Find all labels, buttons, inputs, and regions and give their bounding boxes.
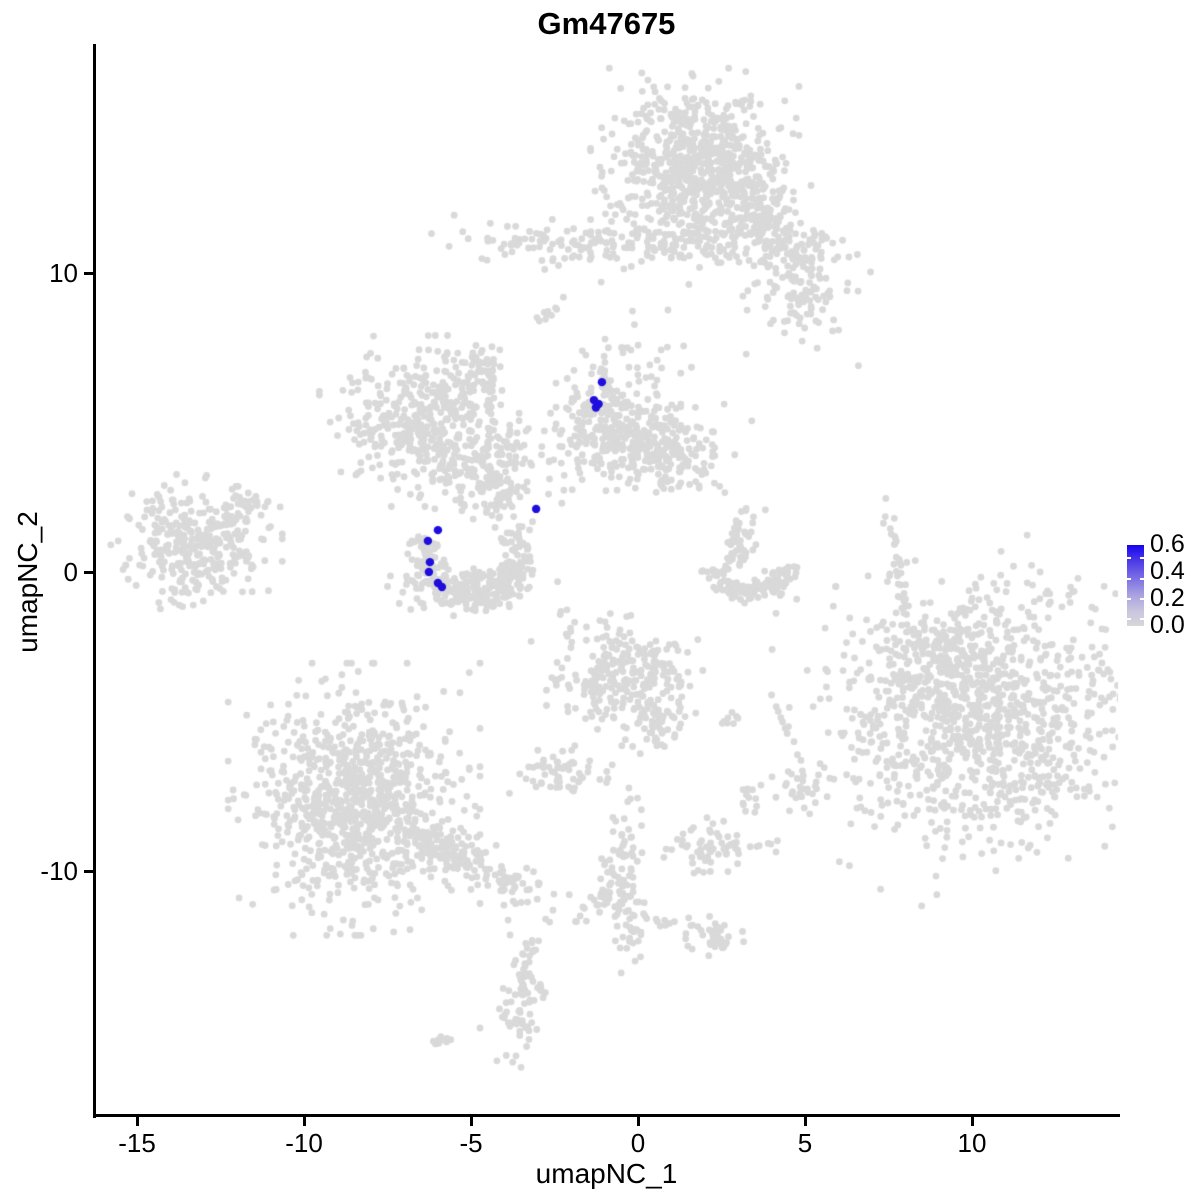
legend-tick-mark	[1140, 618, 1144, 620]
y-axis-line	[93, 44, 96, 1118]
colorbar-label: 0.0	[1150, 611, 1185, 639]
x-tick-label: -15	[118, 1128, 156, 1158]
colorbar-gradient	[1127, 545, 1144, 626]
x-tick-label: -5	[459, 1128, 483, 1158]
plot-title: Gm47675	[537, 6, 676, 41]
x-axis-title: umapNC_1	[535, 1158, 678, 1189]
x-axis-line	[93, 1114, 1120, 1117]
colorbar-label: 0.2	[1150, 584, 1185, 612]
x-tick-mark	[302, 1117, 306, 1126]
x-tick-label: 10	[957, 1128, 987, 1158]
y-tick-mark	[84, 869, 93, 873]
y-tick-label: 0	[63, 557, 78, 587]
legend-tick-mark	[1127, 618, 1131, 620]
legend-tick-mark	[1127, 578, 1131, 580]
x-tick-label: 0	[630, 1128, 646, 1158]
legend-tick-mark	[1140, 598, 1144, 600]
y-tick-mark	[84, 271, 93, 275]
x-tick-mark	[469, 1117, 473, 1126]
x-tick-label: 5	[797, 1128, 813, 1158]
legend-tick-mark	[1127, 598, 1131, 600]
legend-tick-mark	[1127, 557, 1131, 559]
legend-tick-mark	[1140, 578, 1144, 580]
x-tick-mark	[970, 1117, 974, 1126]
colorbar-label: 0.4	[1150, 557, 1185, 585]
x-tick-mark	[135, 1117, 139, 1126]
colorbar-labels: 0.6 0.4 0.2 0.0	[1150, 530, 1185, 639]
x-tick-label: -10	[285, 1128, 323, 1158]
y-axis-title: umapNC_2	[12, 511, 43, 653]
y-tick-mark	[84, 570, 93, 574]
legend-tick-mark	[1140, 557, 1144, 559]
y-tick-label: -10	[40, 856, 78, 886]
y-tick-label: 10	[49, 258, 78, 288]
colorbar-label: 0.6	[1150, 530, 1185, 558]
x-tick-mark	[803, 1117, 807, 1126]
expression-colorbar-legend: 0.6 0.4 0.2 0.0	[1127, 532, 1185, 638]
x-tick-mark	[636, 1117, 640, 1126]
